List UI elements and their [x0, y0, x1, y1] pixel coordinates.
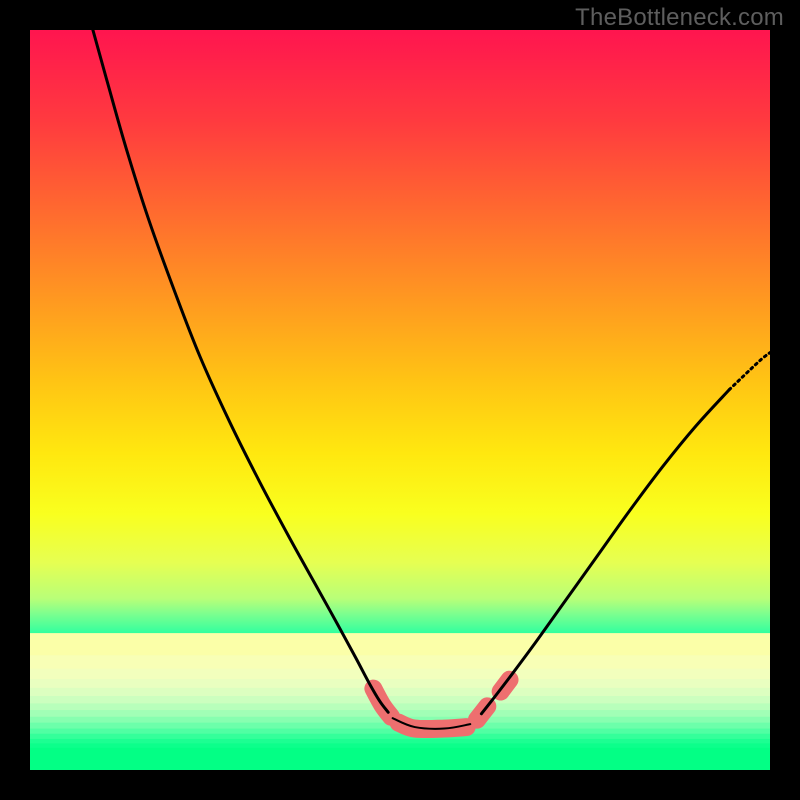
gradient-band-11 [30, 734, 770, 740]
gradient-band-5 [30, 696, 770, 704]
gradient-band-4 [30, 688, 770, 697]
chart-outer-frame: TheBottleneck.com [0, 0, 800, 800]
gradient-band-6 [30, 703, 770, 710]
chart-svg [30, 30, 770, 770]
gradient-band-1 [30, 655, 770, 669]
chart-plot-area [30, 30, 770, 770]
gradient-band-2 [30, 669, 770, 680]
gradient-background [30, 30, 770, 635]
gradient-band-0 [30, 633, 770, 656]
gradient-band-3 [30, 679, 770, 689]
watermark-text: TheBottleneck.com [575, 4, 784, 32]
gradient-band-14 [30, 748, 770, 770]
